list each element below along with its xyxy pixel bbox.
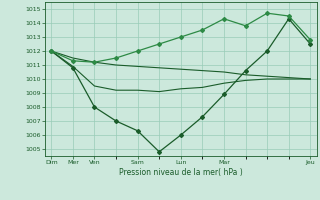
X-axis label: Pression niveau de la mer( hPa ): Pression niveau de la mer( hPa ) xyxy=(119,168,243,177)
